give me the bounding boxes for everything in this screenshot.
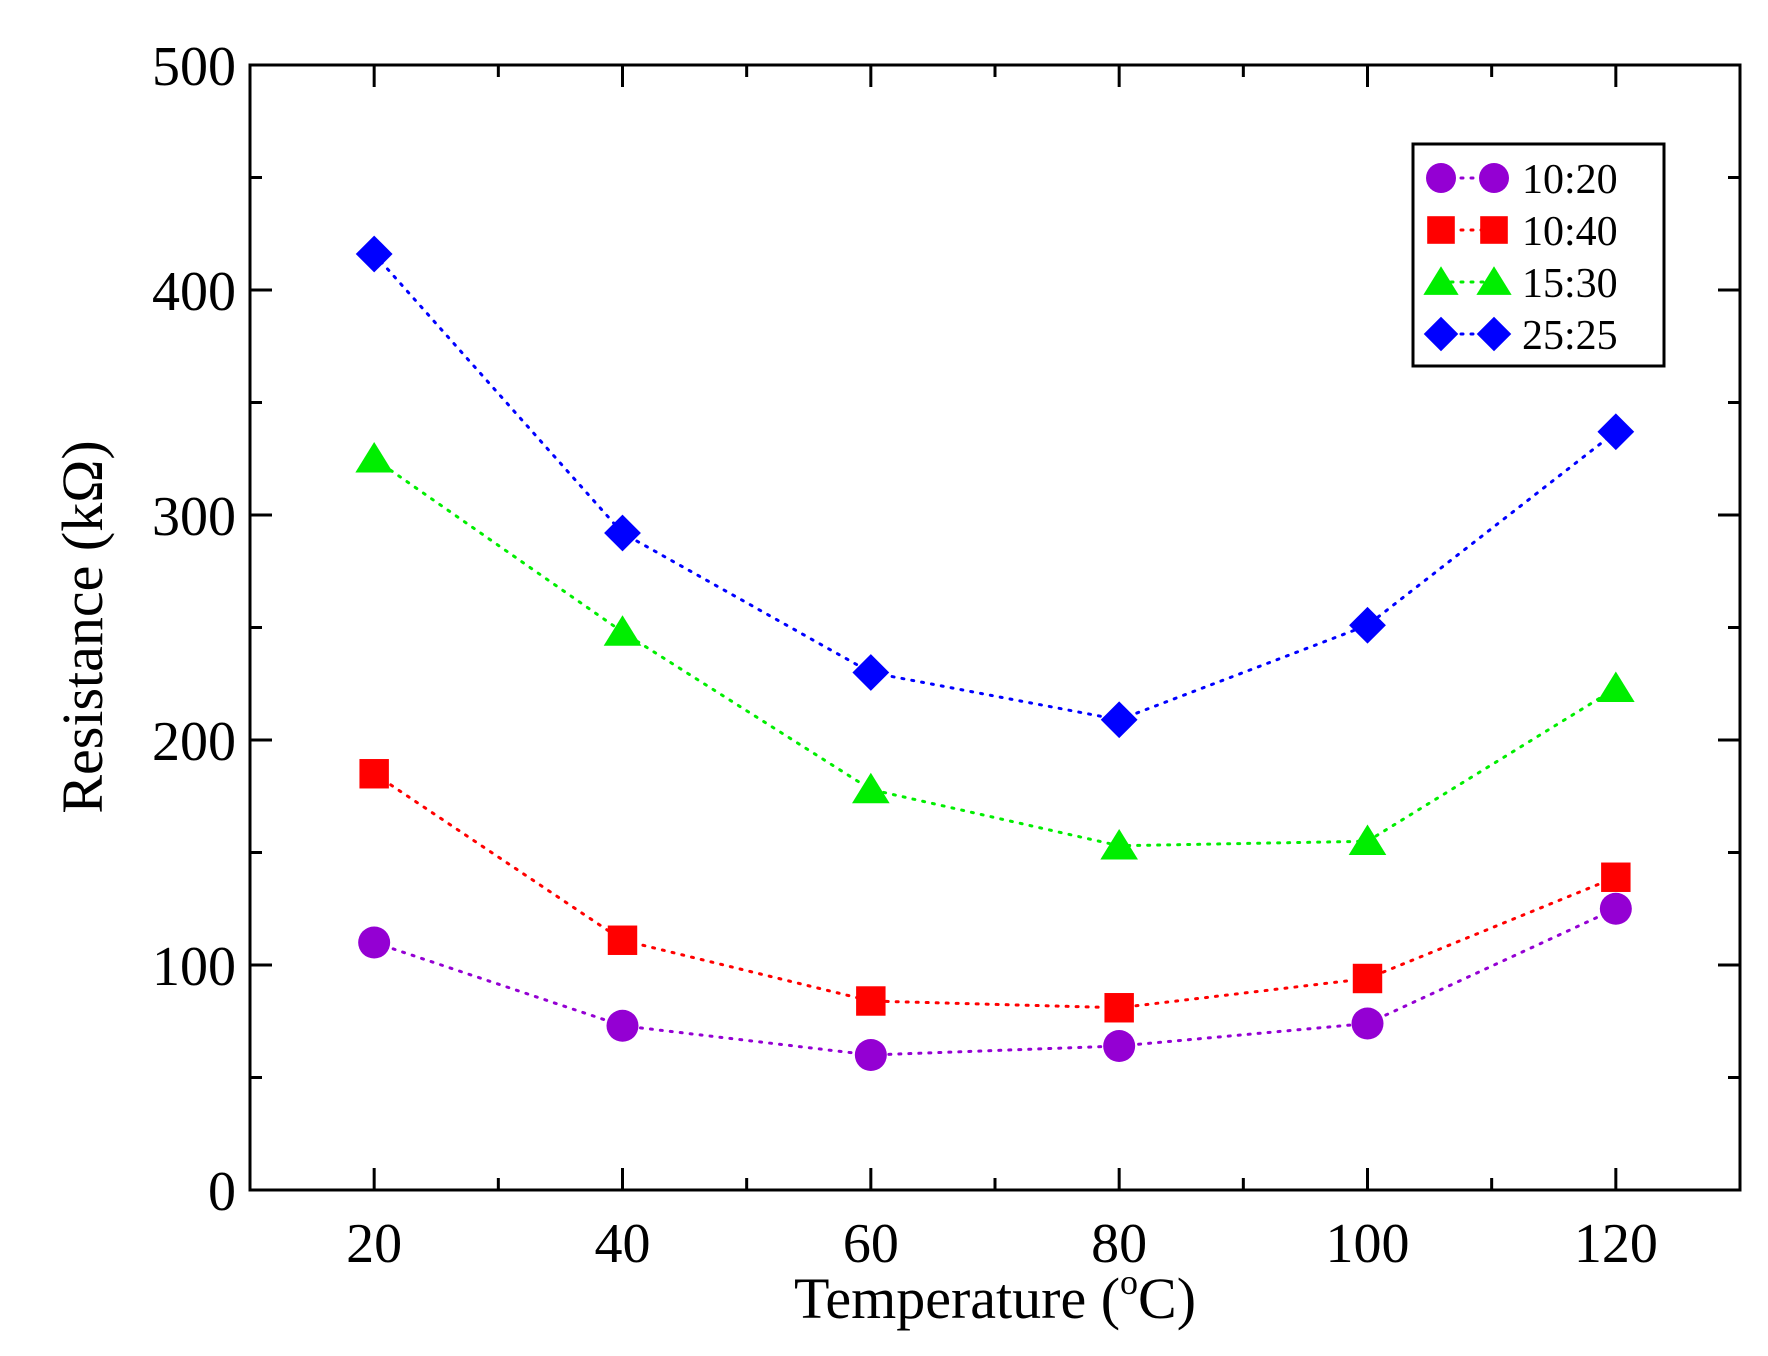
data-point-circle [854,1039,887,1071]
legend-entry: 10:20 [1426,157,1618,203]
data-point-triangle [603,615,642,646]
x-tick-label: 60 [843,1213,899,1275]
series-line [372,772,1618,1010]
series-layer [355,235,1635,1071]
data-point-square [1104,993,1134,1023]
legend-label: 10:20 [1522,157,1618,203]
data-point-circle [1103,1030,1136,1062]
legend-label: 15:30 [1522,261,1618,307]
legend-entry: 10:40 [1427,209,1618,255]
data-point-diamond [1349,606,1386,644]
y-tick-label: 100 [152,936,236,998]
data-point-circle [1351,1007,1384,1040]
y-axis-title: Resistance (kΩ) [50,440,115,813]
data-point-diamond [355,235,393,273]
x-axis-title-unit: C) [1138,1266,1196,1331]
legend-label: 25:25 [1522,313,1618,359]
data-point-diamond [604,514,641,552]
data-point-square [359,759,389,789]
y-tick-label: 400 [152,261,236,323]
x-axis-title: Temperature (oC) [794,1262,1196,1331]
series-line [372,457,1618,848]
data-point-diamond [852,654,890,691]
series-10:20 [358,892,1632,1071]
legend-marker-square [1427,216,1455,244]
data-point-triangle [852,772,890,804]
y-tick-label: 200 [152,711,236,773]
y-tick-label: 500 [152,36,236,98]
legend-marker-square [1480,216,1508,244]
legend: 10:20 10:40 15:30 25:25 [1411,142,1666,368]
data-point-square [856,986,886,1016]
x-tick-label: 100 [1326,1213,1410,1275]
y-tick-label: 0 [208,1161,236,1223]
data-point-triangle [1348,824,1387,856]
series-line [372,907,1618,1057]
legend-entry: 25:25 [1423,313,1618,359]
series-line [372,252,1618,722]
data-point-triangle [1597,671,1635,703]
legend-marker-diamond [1423,316,1459,352]
x-axis-title-degree: o [1120,1262,1138,1302]
legend-label: 10:40 [1522,209,1618,255]
data-point-circle [1599,892,1632,925]
y-tick-label: 300 [152,486,236,548]
legend-marker-circle [1426,163,1456,193]
data-point-circle [358,926,391,959]
x-tick-label: 20 [346,1213,402,1275]
data-point-square [607,925,638,955]
x-axis-title-main: Temperature ( [794,1266,1120,1331]
x-tick-label: 120 [1574,1213,1658,1275]
legend-marker-diamond [1476,316,1512,352]
legend-marker-triangle [1476,266,1512,295]
legend-marker-circle [1479,163,1509,193]
x-tick-label: 80 [1091,1213,1147,1275]
legend-marker-triangle [1423,266,1459,295]
data-point-square [1601,862,1631,892]
data-point-triangle [355,441,393,473]
series-10:40 [359,759,1631,1023]
series-25:25 [355,235,1635,739]
series-15:30 [355,441,1635,860]
data-point-triangle [1100,828,1138,860]
data-point-diamond [1597,413,1635,451]
x-tick-label: 40 [595,1213,651,1275]
data-point-diamond [1100,701,1138,739]
legend-entry: 15:30 [1423,261,1618,307]
data-point-square [1352,963,1383,994]
data-point-circle [606,1009,639,1042]
plot-frame [248,63,1742,1192]
tick-labels: 20 40 60 80 100 120 0 100 200 300 400 500 [152,36,1658,1275]
